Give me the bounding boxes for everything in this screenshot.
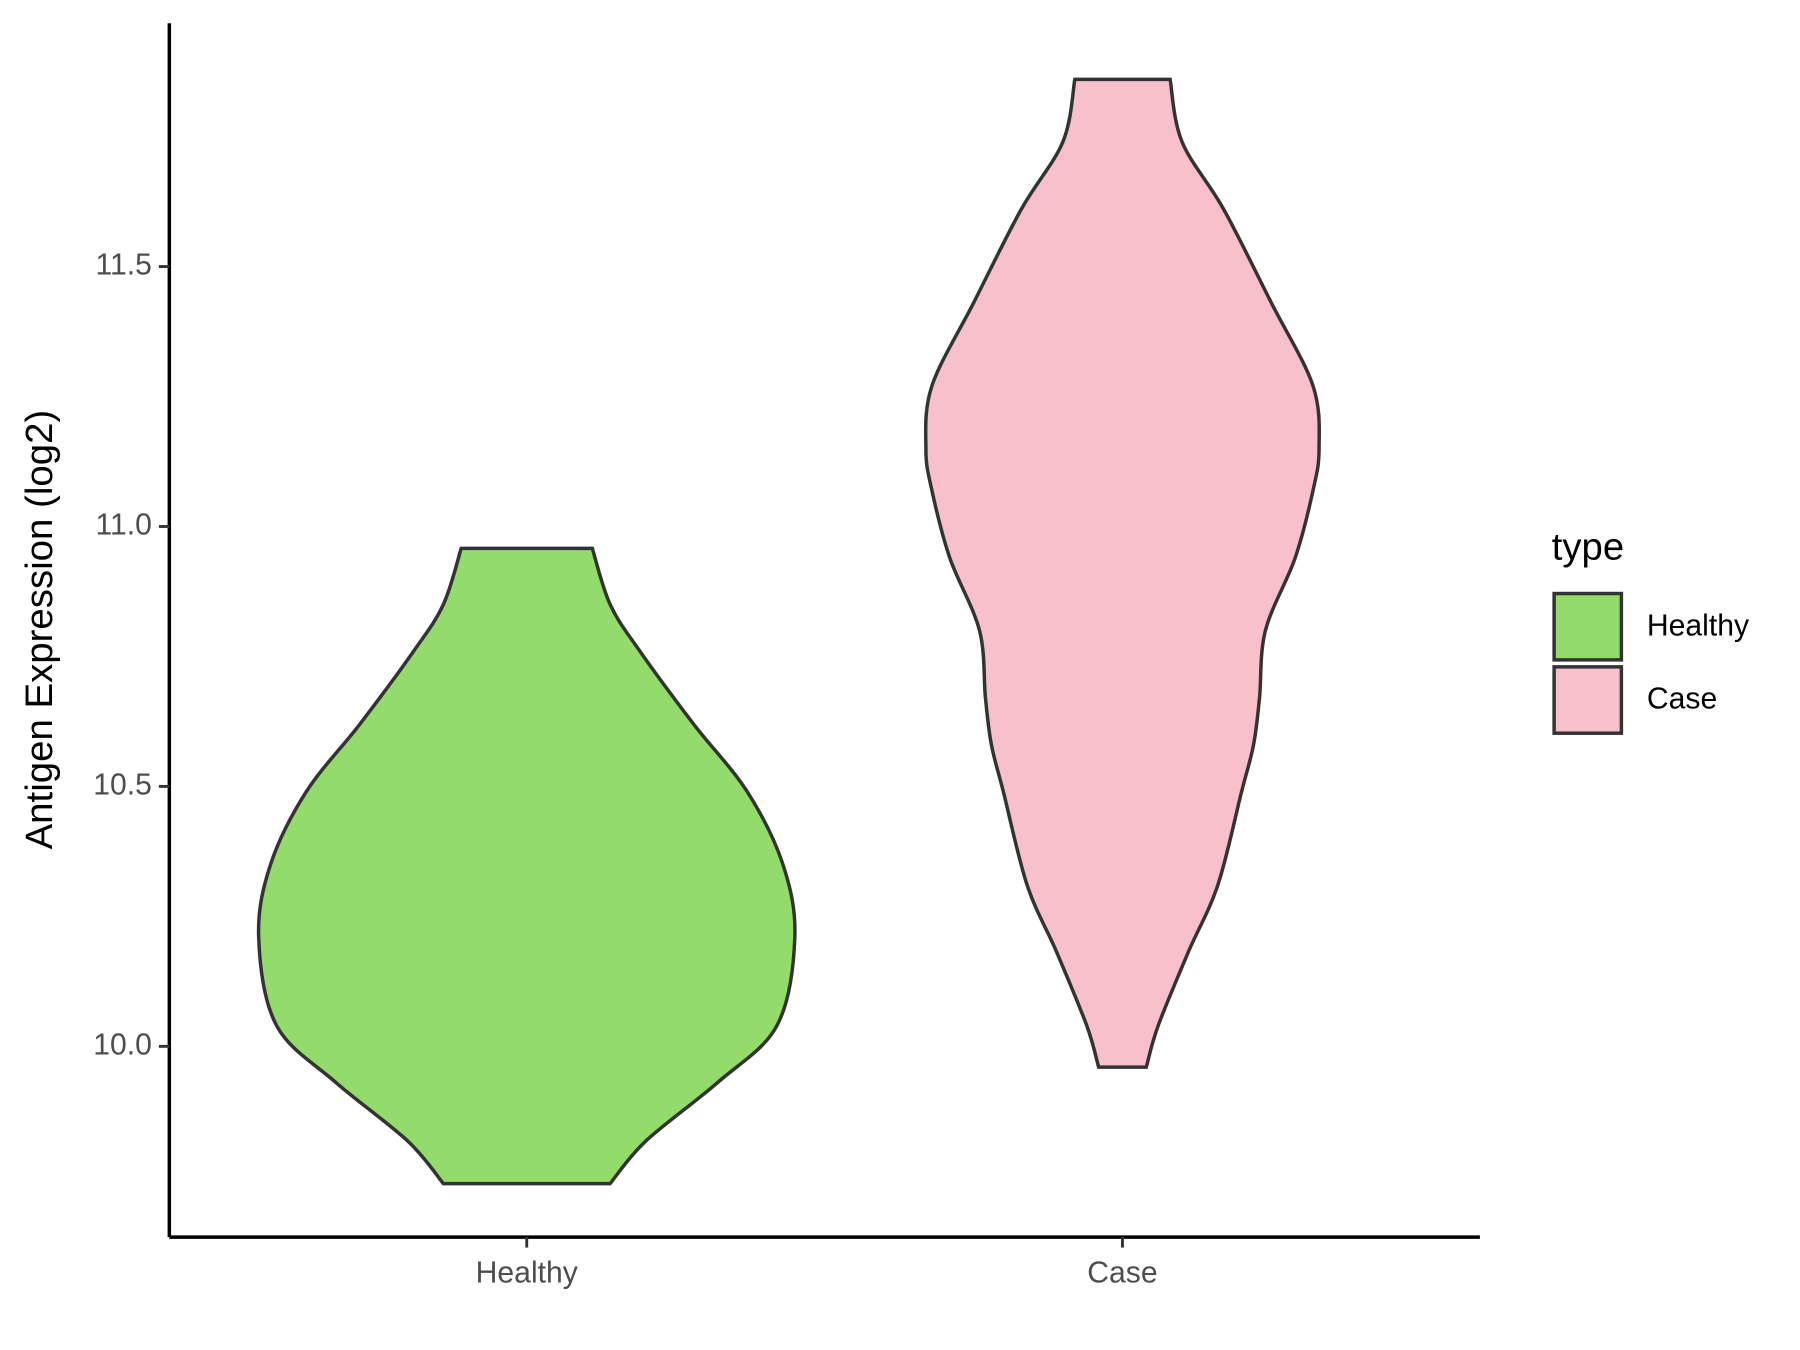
x-tick-label: Case <box>1087 1256 1157 1289</box>
violin <box>256 546 797 1186</box>
legend-key <box>1552 665 1624 735</box>
y-tick-label: 10.0 <box>93 1028 152 1061</box>
y-axis-title: Antigen Expression (log2) <box>18 410 61 850</box>
violin <box>923 77 1322 1069</box>
y-tick-label: 11.5 <box>96 249 152 282</box>
legend-key <box>1552 591 1624 662</box>
legend-title: type <box>1552 525 1624 568</box>
y-tick-label: 11.0 <box>96 508 152 541</box>
x-tick-label: Healthy <box>476 1256 579 1289</box>
legend-label: Case <box>1647 683 1717 716</box>
legend-label: Healthy <box>1647 609 1750 642</box>
y-tick-label: 10.5 <box>93 768 152 801</box>
